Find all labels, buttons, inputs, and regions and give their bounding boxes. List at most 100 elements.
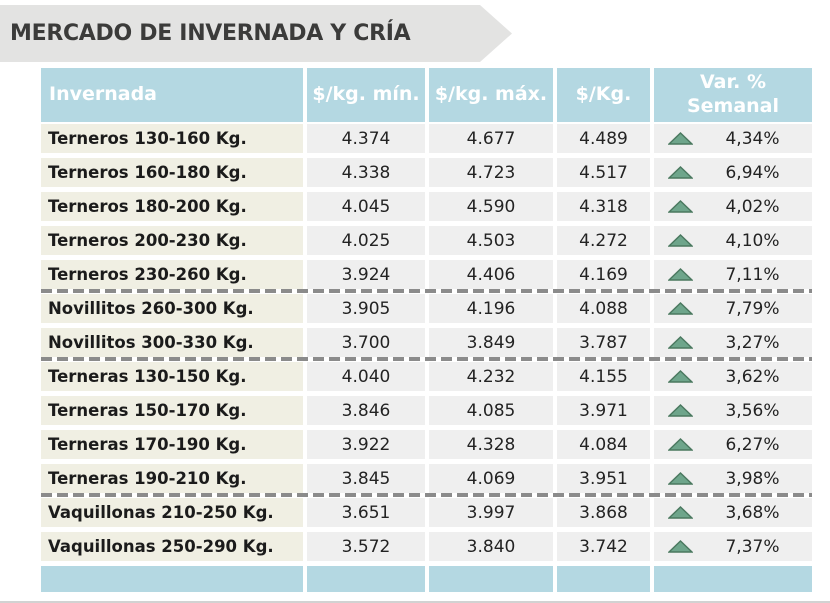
weekly-var-cell: 3,62% — [654, 362, 812, 391]
table-header-row: Invernada $/kg. mín. $/kg. máx. $/Kg. Var. %… — [41, 68, 812, 122]
trend-up-icon — [668, 336, 693, 349]
category-cell: Terneros 180-200 Kg. — [41, 192, 303, 221]
max-price-cell: 4.085 — [429, 396, 553, 425]
max-price-cell: 4.590 — [429, 192, 553, 221]
weekly-var-value: 7,79% — [725, 298, 780, 319]
trend-up-icon — [668, 302, 693, 315]
min-price-cell: 4.374 — [307, 124, 425, 153]
min-price-cell: 4.045 — [307, 192, 425, 221]
avg-price-cell: 4.169 — [557, 260, 650, 289]
category-cell: Vaquillonas 250-290 Kg. — [41, 532, 303, 561]
table-row: Terneros 200-230 Kg. 4.025 4.503 4.272 4,10… — [41, 226, 812, 255]
group-dashed-separator — [41, 289, 812, 293]
page-bottom-divider — [0, 601, 830, 603]
category-cell: Terneras 130-150 Kg. — [41, 362, 303, 391]
min-price-cell: 3.922 — [307, 430, 425, 459]
weekly-var-cell: 4,34% — [654, 124, 812, 153]
category-cell: Novillitos 260-300 Kg. — [41, 294, 303, 323]
column-header-3: $/Kg. — [557, 68, 650, 122]
trend-up-icon — [668, 268, 693, 281]
avg-price-cell: 4.517 — [557, 158, 650, 187]
weekly-var-cell: 6,27% — [654, 430, 812, 459]
weekly-var-value: 6,94% — [725, 162, 780, 183]
category-cell: Terneros 160-180 Kg. — [41, 158, 303, 187]
footer-cell — [557, 566, 650, 592]
weekly-var-value: 7,11% — [725, 264, 780, 285]
avg-price-cell: 3.971 — [557, 396, 650, 425]
category-cell: Vaquillonas 210-250 Kg. — [41, 498, 303, 527]
avg-price-cell: 3.742 — [557, 532, 650, 561]
category-cell: Terneros 130-160 Kg. — [41, 124, 303, 153]
weekly-var-value: 3,68% — [725, 502, 780, 523]
category-cell: Novillitos 300-330 Kg. — [41, 328, 303, 357]
table-body: Terneros 130-160 Kg. 4.374 4.677 4.489 4,34… — [41, 124, 812, 561]
min-price-cell: 4.025 — [307, 226, 425, 255]
min-price-cell: 4.338 — [307, 158, 425, 187]
max-price-cell: 4.069 — [429, 464, 553, 493]
column-header-4: Var. % Semanal — [654, 68, 812, 122]
column-header-0: Invernada — [41, 68, 303, 122]
avg-price-cell: 3.868 — [557, 498, 650, 527]
trend-up-icon — [668, 506, 693, 519]
category-cell: Terneros 230-260 Kg. — [41, 260, 303, 289]
table-row: Vaquillonas 210-250 Kg. 3.651 3.997 3.868 3… — [41, 498, 812, 527]
max-price-cell: 4.723 — [429, 158, 553, 187]
max-price-cell: 3.997 — [429, 498, 553, 527]
avg-price-cell: 4.155 — [557, 362, 650, 391]
table-row: Novillitos 260-300 Kg. 3.905 4.196 4.088 7,… — [41, 294, 812, 323]
weekly-var-value: 3,27% — [725, 332, 780, 353]
max-price-cell: 4.232 — [429, 362, 553, 391]
trend-up-icon — [668, 404, 693, 417]
footer-cell — [307, 566, 425, 592]
weekly-var-value: 6,27% — [725, 434, 780, 455]
avg-price-cell: 4.088 — [557, 294, 650, 323]
weekly-var-value: 4,34% — [725, 128, 780, 149]
weekly-var-cell: 3,98% — [654, 464, 812, 493]
min-price-cell: 3.651 — [307, 498, 425, 527]
weekly-var-value: 4,10% — [725, 230, 780, 251]
weekly-var-value: 3,98% — [725, 468, 780, 489]
footer-cell — [429, 566, 553, 592]
avg-price-cell: 4.318 — [557, 192, 650, 221]
page-title: MERCADO DE INVERNADA Y CRÍA — [10, 21, 411, 46]
weekly-var-cell: 3,68% — [654, 498, 812, 527]
invernada-table: Invernada $/kg. mín. $/kg. máx. $/Kg. Var. %… — [41, 68, 812, 592]
max-price-cell: 3.840 — [429, 532, 553, 561]
weekly-var-cell: 7,11% — [654, 260, 812, 289]
weekly-var-value: 3,62% — [725, 366, 780, 387]
column-header-1: $/kg. mín. — [307, 68, 425, 122]
max-price-cell: 4.196 — [429, 294, 553, 323]
table-row: Terneros 130-160 Kg. 4.374 4.677 4.489 4,34… — [41, 124, 812, 153]
weekly-var-cell: 6,94% — [654, 158, 812, 187]
table-row: Terneros 160-180 Kg. 4.338 4.723 4.517 6,94… — [41, 158, 812, 187]
trend-up-icon — [668, 540, 693, 553]
max-price-cell: 4.677 — [429, 124, 553, 153]
trend-up-icon — [668, 234, 693, 247]
weekly-var-cell: 4,10% — [654, 226, 812, 255]
avg-price-cell: 4.272 — [557, 226, 650, 255]
category-cell: Terneras 190-210 Kg. — [41, 464, 303, 493]
table-row: Terneras 130-150 Kg. 4.040 4.232 4.155 3,62… — [41, 362, 812, 391]
weekly-var-value: 7,37% — [725, 536, 780, 557]
weekly-var-cell: 4,02% — [654, 192, 812, 221]
max-price-cell: 4.503 — [429, 226, 553, 255]
weekly-var-value: 3,56% — [725, 400, 780, 421]
category-cell: Terneras 170-190 Kg. — [41, 430, 303, 459]
weekly-var-cell: 7,79% — [654, 294, 812, 323]
weekly-var-cell: 7,37% — [654, 532, 812, 561]
avg-price-cell: 4.084 — [557, 430, 650, 459]
min-price-cell: 3.846 — [307, 396, 425, 425]
min-price-cell: 3.905 — [307, 294, 425, 323]
trend-up-icon — [668, 132, 693, 145]
weekly-var-value: 4,02% — [725, 196, 780, 217]
column-header-2: $/kg. máx. — [429, 68, 553, 122]
min-price-cell: 4.040 — [307, 362, 425, 391]
group-dashed-separator — [41, 357, 812, 361]
section-title-banner: MERCADO DE INVERNADA Y CRÍA — [0, 5, 512, 62]
category-cell: Terneros 200-230 Kg. — [41, 226, 303, 255]
min-price-cell: 3.572 — [307, 532, 425, 561]
avg-price-cell: 4.489 — [557, 124, 650, 153]
weekly-var-cell: 3,56% — [654, 396, 812, 425]
trend-up-icon — [668, 370, 693, 383]
